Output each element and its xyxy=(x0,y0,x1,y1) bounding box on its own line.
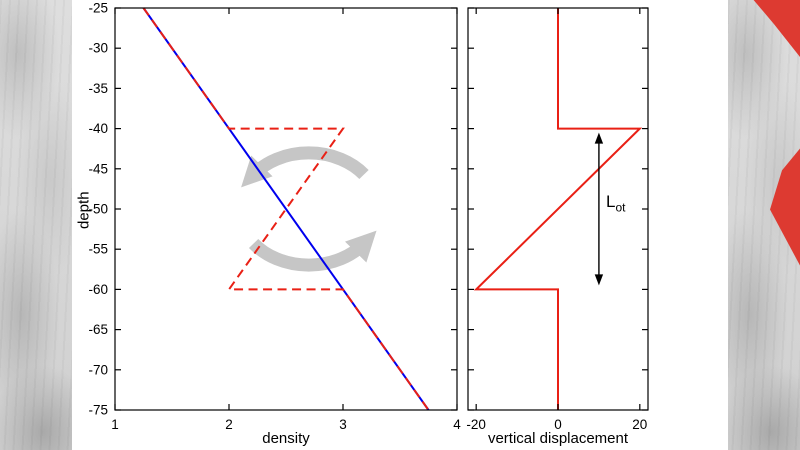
vertical-displacement-profile-line xyxy=(473,8,643,410)
x-axis-label-vertical-displacement: vertical displacement xyxy=(487,430,629,447)
left-density-panel: 1 2 3 4 -75 -70 -65 -60 -55 -50 -45 -40 -35 -30 -25 xyxy=(88,1,461,433)
x-tick-label: 20 xyxy=(632,417,647,432)
circulation-arrow-lower-icon xyxy=(248,230,377,272)
x-tick-label: 2 xyxy=(225,417,233,432)
x-tick-label: -20 xyxy=(466,417,486,432)
background-red-accent-middle xyxy=(770,148,800,266)
y-axis-label-depth: depth xyxy=(75,191,93,229)
y-tick-label: -25 xyxy=(88,1,108,16)
y-tick-label: -45 xyxy=(88,161,108,176)
circulation-arrow-upper-icon xyxy=(241,146,369,188)
lot-label-subscript: ot xyxy=(615,200,626,215)
y-tick-label: -55 xyxy=(88,242,108,257)
x-axis-label-density: density xyxy=(262,430,310,447)
x-tick-label: 0 xyxy=(554,417,562,432)
background-texture-right xyxy=(728,0,800,450)
y-tick-label: -50 xyxy=(88,202,108,217)
x-tick-label: 3 xyxy=(339,417,347,432)
x-tick-label: 4 xyxy=(453,417,461,432)
lot-label-main: L xyxy=(606,192,616,211)
arrowhead-down-icon xyxy=(594,274,604,286)
y-tick-label: -40 xyxy=(88,121,108,136)
overturned-density-profile-line xyxy=(142,7,430,411)
lot-annotation-label: Lot xyxy=(606,192,625,214)
x-tick-label: 1 xyxy=(111,417,119,432)
y-tick-label: -30 xyxy=(88,41,108,56)
y-tick-label: -60 xyxy=(88,282,108,297)
arrowhead-up-icon xyxy=(594,132,604,144)
y-tick-label: -65 xyxy=(88,322,108,337)
y-tick-label: -75 xyxy=(88,403,108,418)
background-texture-left xyxy=(0,0,72,450)
y-tick-label: -70 xyxy=(88,362,108,377)
right-displacement-panel: -20 0 20 xyxy=(466,7,649,432)
background-red-accent-top xyxy=(753,0,800,57)
y-tick-label: -35 xyxy=(88,81,108,96)
